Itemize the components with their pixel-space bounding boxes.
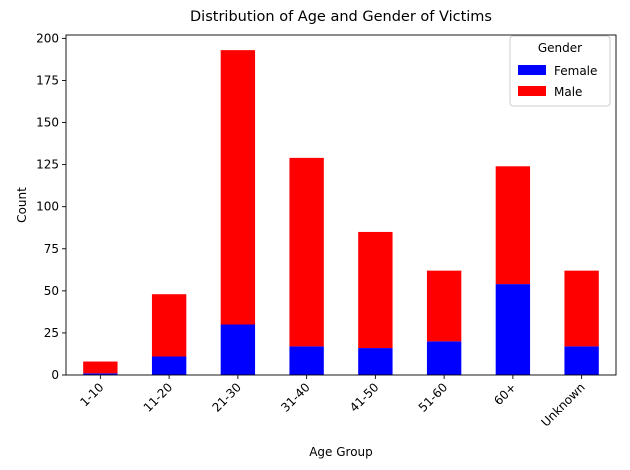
y-tick-label: 25 xyxy=(44,326,59,340)
legend-label-male: Male xyxy=(554,85,582,99)
bar-male-1120 xyxy=(151,294,187,357)
bar-female-5160 xyxy=(426,341,462,375)
chart-title: Distribution of Age and Gender of Victim… xyxy=(190,9,492,25)
y-tick-label: 150 xyxy=(36,116,59,130)
bar-male-60 xyxy=(495,166,531,285)
bar-male-unknown xyxy=(564,270,599,347)
y-tick-label: 75 xyxy=(44,242,59,256)
bar-female-4150 xyxy=(358,348,393,375)
legend-swatch-male xyxy=(518,86,546,96)
y-tick-label: 0 xyxy=(51,368,59,382)
bar-female-60 xyxy=(495,284,531,375)
legend: Gender Female Male xyxy=(509,35,611,107)
y-axis-label: Count xyxy=(15,187,29,223)
legend-title: Gender xyxy=(538,41,582,55)
bar-male-2130 xyxy=(220,50,256,325)
bar-female-2130 xyxy=(220,324,256,375)
x-tick-label: 21-30 xyxy=(209,380,244,415)
bar-female-unknown xyxy=(564,346,599,375)
x-tick-label: 51-60 xyxy=(416,380,451,415)
bar-male-4150 xyxy=(358,231,393,349)
bars xyxy=(83,50,599,375)
x-axis-label: Age Group xyxy=(309,445,373,459)
bar-female-3140 xyxy=(289,346,324,375)
bar-female-1120 xyxy=(151,356,187,375)
x-tick-label: 1-10 xyxy=(77,380,106,409)
bar-male-110 xyxy=(83,361,118,374)
plot-frame xyxy=(65,34,617,376)
bar-female-110 xyxy=(83,373,118,375)
legend-label-female: Female xyxy=(554,64,597,78)
x-tick-label: 31-40 xyxy=(278,380,313,415)
y-tick-label: 100 xyxy=(36,200,59,214)
y-tick-label: 175 xyxy=(36,73,59,87)
bar-male-3140 xyxy=(289,157,324,347)
x-tick-label: 41-50 xyxy=(347,380,382,415)
legend-items: Female Male xyxy=(518,64,597,99)
y-tick-label: 50 xyxy=(44,284,59,298)
x-tick-label: Unknown xyxy=(538,380,587,429)
y-tick-label: 200 xyxy=(36,31,59,45)
legend-swatch-female xyxy=(518,65,546,75)
y-tick-label: 125 xyxy=(36,158,59,172)
x-tick-label: 60+ xyxy=(491,380,519,408)
x-tick-label: 11-20 xyxy=(141,380,176,415)
bar-male-5160 xyxy=(426,270,462,342)
